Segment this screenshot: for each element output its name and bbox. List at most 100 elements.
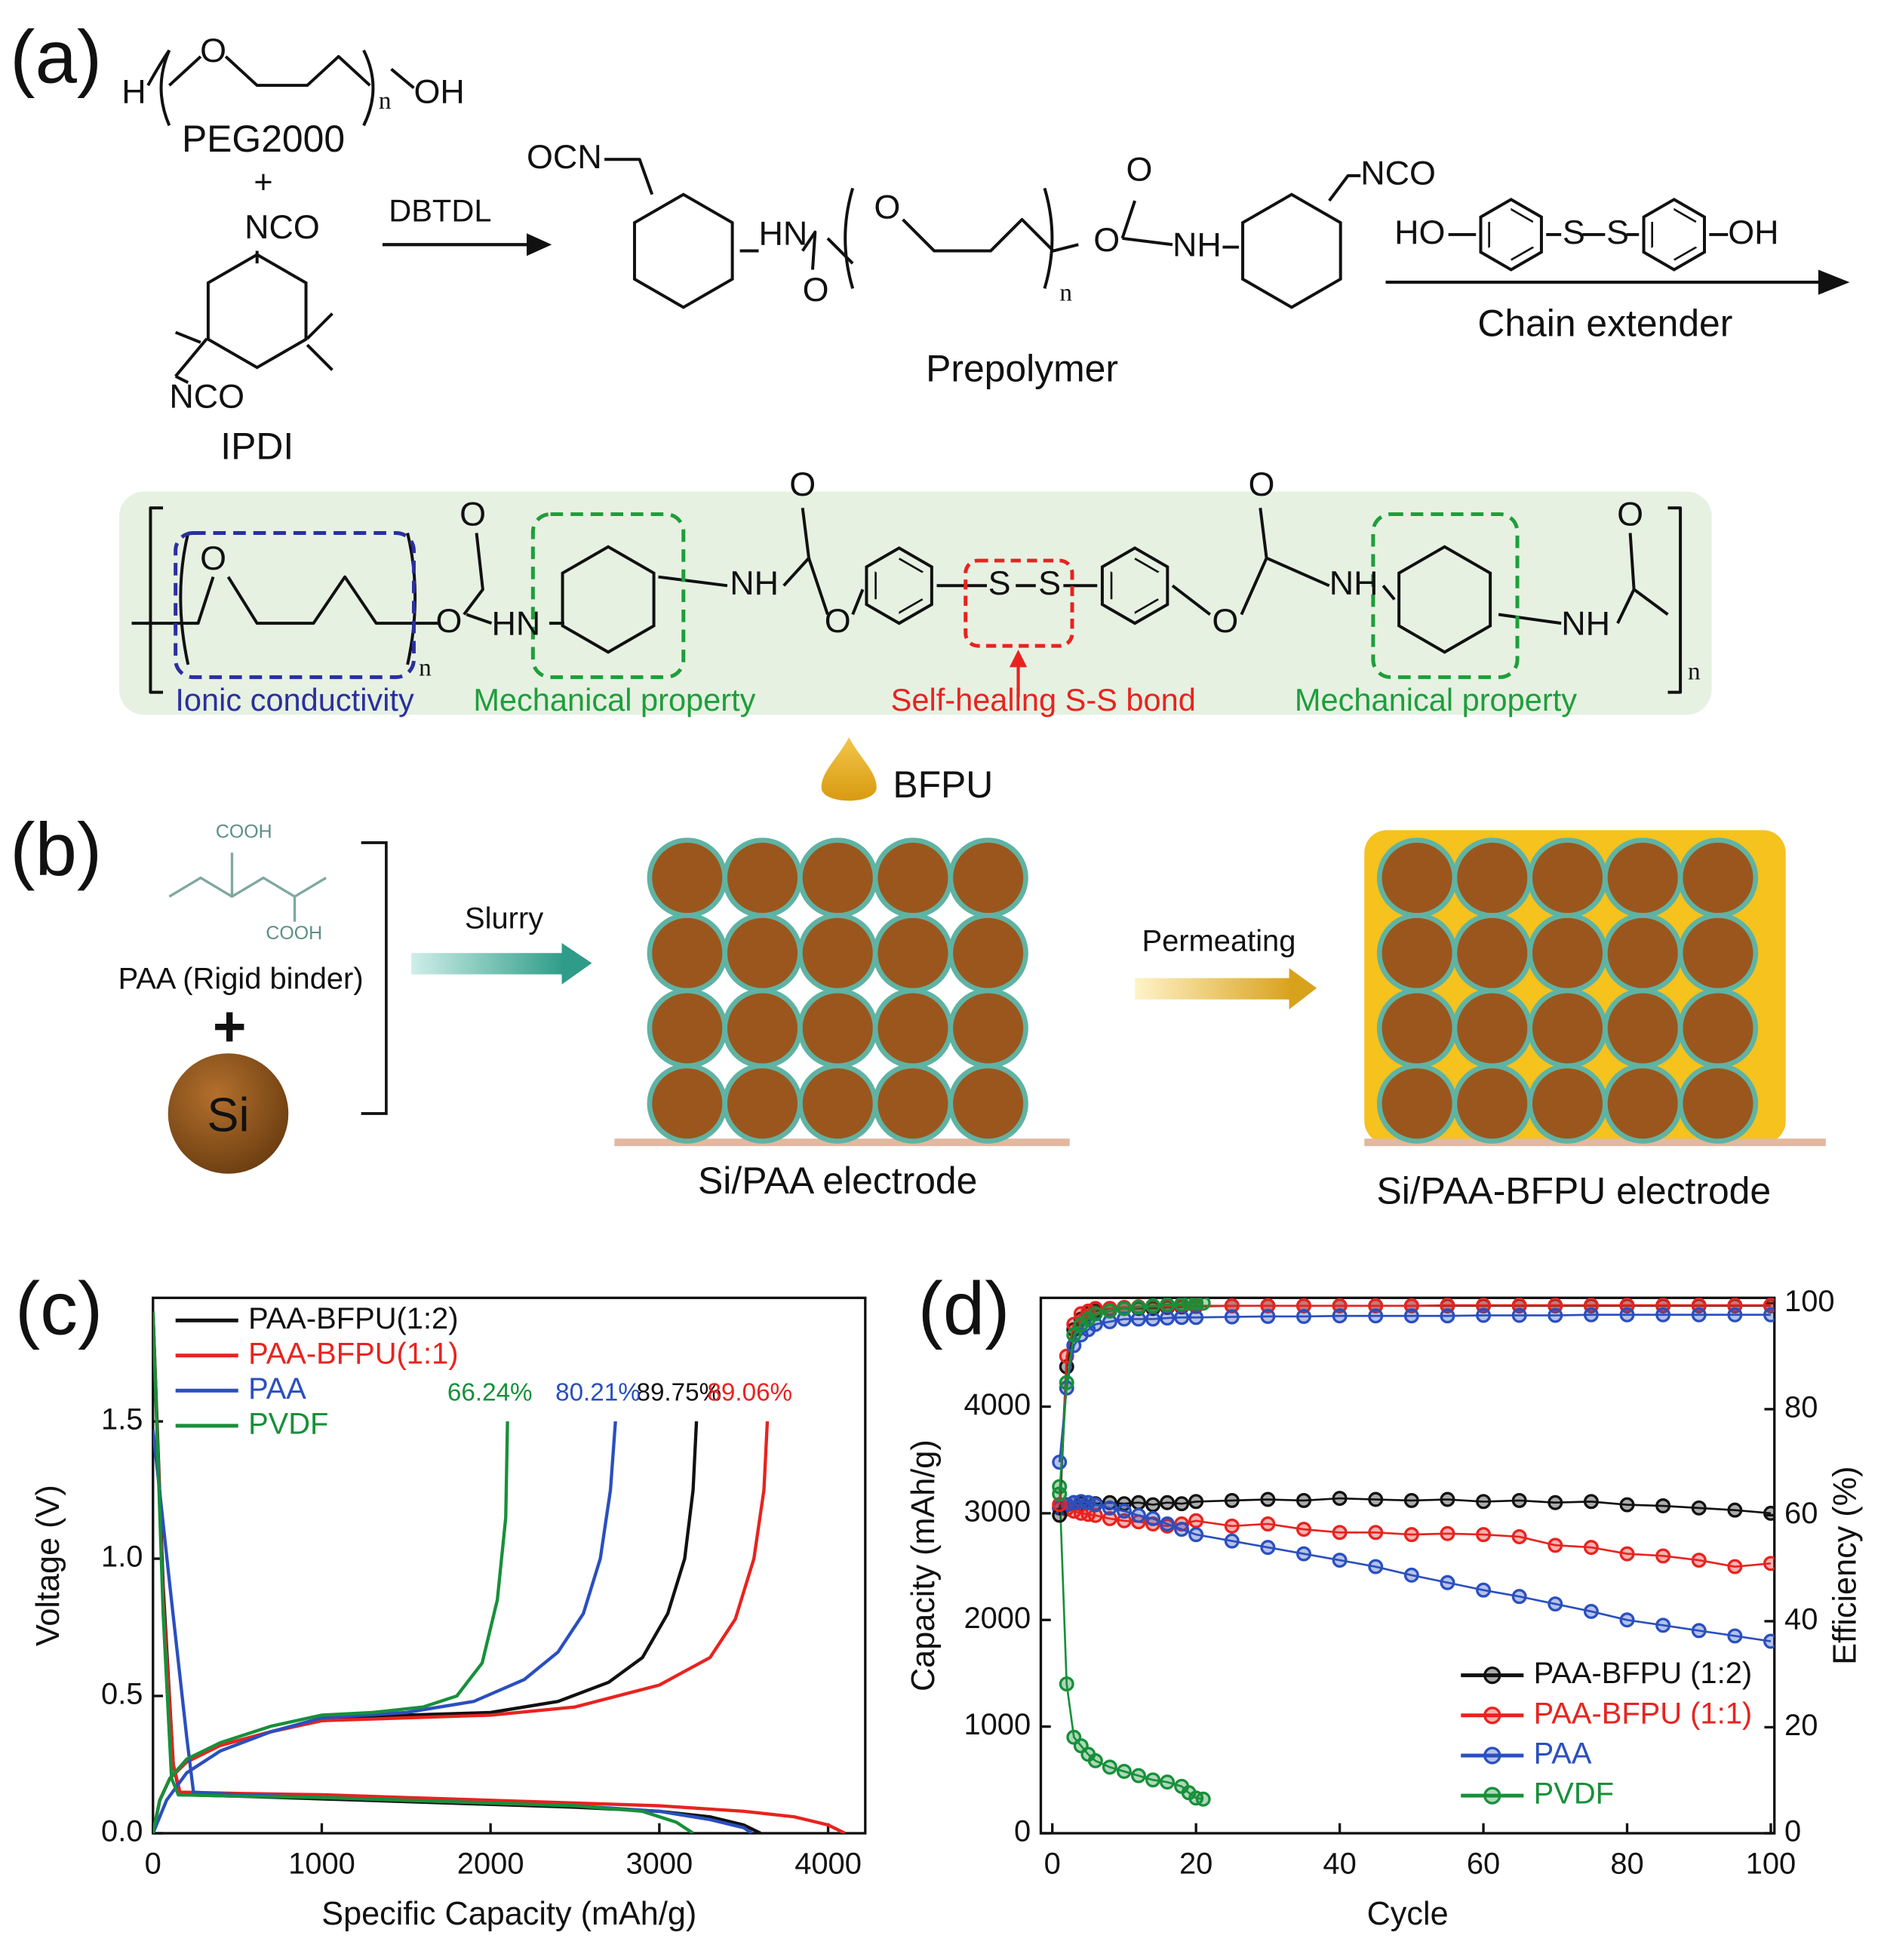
data-point bbox=[1195, 1298, 1211, 1311]
atom: NH bbox=[730, 564, 779, 602]
si-label: Si bbox=[207, 1089, 249, 1141]
atom: NH bbox=[1561, 604, 1610, 642]
legend-marker bbox=[1483, 1786, 1501, 1805]
atom: O bbox=[789, 465, 816, 503]
electrode-label: Si/PAA electrode bbox=[698, 1160, 977, 1202]
x-tick-label: 2000 bbox=[457, 1848, 524, 1881]
data-point bbox=[1160, 1516, 1176, 1531]
data-point bbox=[1052, 1455, 1068, 1470]
scheme: (a) H O n OH PEG2000 + NCO NCO IPDI DBTD… bbox=[10, 16, 1850, 717]
atom: NH bbox=[1329, 564, 1378, 602]
series-line bbox=[1059, 1501, 1772, 1642]
y-tick-label: 2000 bbox=[964, 1602, 1031, 1635]
data-point bbox=[1476, 1307, 1492, 1323]
si-particle bbox=[1376, 1063, 1458, 1144]
data-point bbox=[1102, 1313, 1117, 1329]
ring-inner bbox=[874, 557, 924, 614]
si-particle bbox=[647, 913, 727, 994]
data-point bbox=[1052, 1507, 1068, 1523]
group-label: COOH bbox=[216, 821, 272, 842]
end-label: 66.24% bbox=[447, 1378, 533, 1406]
bracket bbox=[179, 533, 417, 665]
atom: O bbox=[1093, 220, 1120, 259]
si-particle bbox=[1527, 988, 1608, 1069]
si-particle bbox=[1603, 1063, 1683, 1144]
data-point bbox=[1583, 1540, 1599, 1556]
bracket bbox=[844, 187, 1054, 289]
y2-tick-label: 20 bbox=[1784, 1709, 1818, 1742]
si-particle bbox=[1376, 837, 1458, 918]
panel-label: (c) bbox=[15, 1267, 103, 1350]
feature-box bbox=[964, 558, 1074, 648]
ring bbox=[561, 545, 656, 654]
atom: n bbox=[1688, 657, 1701, 685]
material-label: PAA (Rigid binder) bbox=[118, 962, 364, 995]
x-axis-label: Specific Capacity (mAh/g) bbox=[321, 1896, 696, 1932]
compound-name: IPDI bbox=[220, 425, 294, 467]
feature-label: Mechanical property bbox=[473, 682, 755, 717]
y-tick-label: 3000 bbox=[964, 1495, 1031, 1528]
data-point bbox=[1403, 1308, 1419, 1324]
atom: O bbox=[200, 31, 226, 69]
legend-label: PAA bbox=[248, 1372, 306, 1405]
legend-label: PVDF bbox=[1534, 1777, 1614, 1811]
data-point bbox=[1102, 1500, 1117, 1516]
data-point bbox=[1145, 1298, 1160, 1313]
ring bbox=[1241, 192, 1342, 309]
plot-frame bbox=[1039, 1296, 1776, 1835]
data-point bbox=[1583, 1494, 1599, 1510]
series-line bbox=[152, 1311, 694, 1833]
data-point bbox=[1691, 1500, 1707, 1516]
data-point bbox=[1476, 1582, 1492, 1598]
panel-label: (d) bbox=[918, 1267, 1010, 1350]
y2-tick-label: 0 bbox=[1784, 1815, 1801, 1848]
data-point bbox=[1583, 1603, 1599, 1619]
data-point bbox=[1116, 1311, 1132, 1327]
x-tick-label: 4000 bbox=[795, 1848, 862, 1881]
data-point bbox=[1260, 1540, 1276, 1556]
feature-box bbox=[1371, 512, 1520, 680]
data-point bbox=[1548, 1495, 1563, 1510]
bfpu-drop bbox=[821, 737, 877, 801]
atom: NCO bbox=[244, 207, 320, 246]
bracket bbox=[149, 506, 1683, 694]
arrow-head bbox=[561, 942, 592, 985]
data-point bbox=[1403, 1567, 1419, 1583]
electrode-label: Si/PAA-BFPU electrode bbox=[1376, 1170, 1771, 1212]
data-point bbox=[1224, 1298, 1240, 1313]
series-line bbox=[152, 1421, 754, 1833]
si-particle bbox=[1677, 837, 1759, 918]
data-point bbox=[1145, 1510, 1160, 1526]
atom: O bbox=[874, 188, 900, 226]
si-particle bbox=[647, 988, 727, 1069]
bracket bbox=[361, 841, 388, 1115]
y-tick-label: 1000 bbox=[964, 1708, 1031, 1741]
x-tick-label: 1000 bbox=[288, 1848, 355, 1881]
data-point bbox=[1476, 1494, 1492, 1510]
arrow-head bbox=[527, 233, 552, 257]
legend-label: PVDF bbox=[248, 1407, 328, 1440]
ring bbox=[1100, 546, 1169, 625]
data-point bbox=[1511, 1589, 1527, 1605]
atom: HN bbox=[759, 214, 808, 252]
plot-area bbox=[1052, 1298, 1775, 1807]
panel-label: (b) bbox=[10, 808, 102, 892]
atom: S bbox=[988, 564, 1011, 602]
data-point bbox=[1160, 1774, 1176, 1790]
data-point bbox=[1368, 1308, 1384, 1324]
catalyst: DBTDL bbox=[389, 193, 491, 229]
y2-axis-label: Efficiency (%) bbox=[1827, 1467, 1864, 1665]
data-point bbox=[1087, 1306, 1103, 1322]
si-particle bbox=[798, 837, 878, 918]
atom: H bbox=[121, 72, 146, 111]
si-particle bbox=[1452, 837, 1532, 918]
data-point bbox=[1160, 1298, 1176, 1313]
data-point bbox=[1087, 1507, 1103, 1523]
data-point bbox=[1548, 1298, 1563, 1313]
data-point bbox=[1332, 1553, 1348, 1568]
data-point bbox=[1224, 1492, 1240, 1508]
electrodes bbox=[614, 837, 1826, 1147]
ring bbox=[865, 546, 933, 625]
si-particle bbox=[1527, 913, 1608, 994]
